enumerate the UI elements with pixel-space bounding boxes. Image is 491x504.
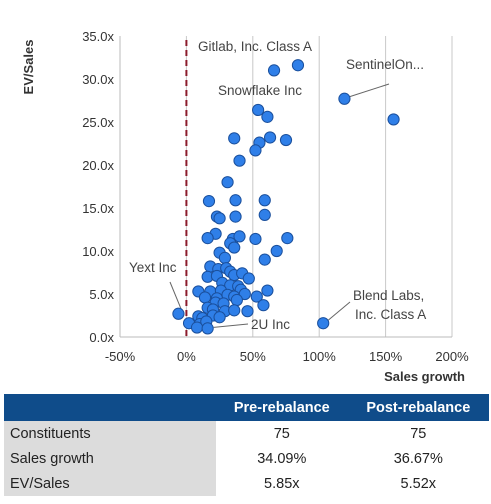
- data-point: [241, 305, 254, 318]
- annotation-label: Gitlab, Inc. Class A: [198, 39, 312, 54]
- data-point: [228, 241, 241, 254]
- data-point: [221, 176, 234, 189]
- row-label-ev-sales: EV/Sales: [4, 471, 216, 496]
- scatter-chart: 0.0x 5.0x 10.0x 15.0x 20.0x 25.0x 30.0x 35.0x -5…: [21, 29, 469, 384]
- y-tick-label: 25.0x: [82, 115, 114, 130]
- annotation-label: 2U Inc: [251, 317, 290, 332]
- x-tick-label: 150%: [369, 349, 403, 364]
- data-point: [387, 113, 400, 126]
- data-point: [281, 232, 294, 245]
- data-point: [250, 290, 263, 303]
- annotation-labels: Gitlab, Inc. Class A SentinelOn... Snowfla…: [129, 39, 426, 332]
- y-tick-label: 20.0x: [82, 158, 114, 173]
- data-point: [201, 232, 214, 245]
- annotation-leaders: [169, 83, 390, 328]
- y-tick-label: 10.0x: [82, 244, 114, 259]
- data-point: [233, 154, 246, 167]
- data-point: [279, 133, 293, 147]
- data-point: [229, 194, 242, 207]
- annotation-label: Snowflake Inc: [218, 83, 302, 98]
- annotation-leader-line: [327, 301, 351, 321]
- cell-post-ev-sales: 5.52x: [347, 471, 489, 496]
- y-tick-label: 0.0x: [89, 330, 114, 345]
- cell-post-sales-growth: 36.67%: [347, 446, 489, 471]
- annotation-label: SentinelOn...: [346, 57, 424, 72]
- data-point: [258, 208, 271, 221]
- y-tick-label: 5.0x: [89, 287, 114, 302]
- cell-post-constituents: 75: [347, 421, 489, 446]
- axes: 0.0x 5.0x 10.0x 15.0x 20.0x 25.0x 30.0x 35.0x -5…: [82, 29, 469, 364]
- data-point: [242, 272, 255, 285]
- data-point: [258, 253, 271, 266]
- table-header-blank: [4, 394, 216, 421]
- table-row: Constituents 75 75: [4, 421, 489, 446]
- data-point: [261, 284, 274, 297]
- table-header-row: Pre-rebalance Post-rebalance: [4, 394, 489, 421]
- x-tick-label: 50%: [240, 349, 266, 364]
- data-point: [201, 322, 214, 335]
- data-point: [270, 244, 283, 258]
- data-point: [233, 230, 246, 243]
- x-tick-label: 200%: [435, 349, 469, 364]
- data-point: [218, 251, 232, 264]
- table-header-pre: Pre-rebalance: [216, 394, 348, 421]
- annotation-label: Inc. Class A: [355, 307, 426, 322]
- data-point: [229, 210, 242, 223]
- grid-lines: [185, 36, 453, 337]
- annotation-label: Yext Inc: [129, 260, 177, 275]
- cell-pre-ev-sales: 5.85x: [216, 471, 348, 496]
- data-point: [228, 132, 241, 145]
- data-points: [172, 59, 400, 335]
- data-point: [228, 304, 241, 317]
- annotation-leader-line: [349, 83, 390, 98]
- table-header-post: Post-rebalance: [347, 394, 489, 421]
- y-tick-label: 30.0x: [82, 72, 114, 87]
- x-tick-label: -50%: [105, 349, 136, 364]
- data-point: [172, 307, 185, 320]
- data-point: [213, 311, 226, 324]
- y-tick-label: 15.0x: [82, 201, 114, 216]
- x-axis-title: Sales growth: [384, 369, 465, 384]
- data-point: [190, 321, 204, 334]
- cell-pre-constituents: 75: [216, 421, 348, 446]
- row-label-sales-growth: Sales growth: [4, 446, 216, 471]
- data-point: [317, 317, 330, 330]
- rebalance-stats-table: Pre-rebalance Post-rebalance Constituent…: [4, 394, 489, 496]
- data-point: [267, 64, 281, 77]
- table-row: EV/Sales 5.85x 5.52x: [4, 471, 489, 496]
- data-point: [249, 144, 262, 157]
- y-axis-title: EV/Sales: [21, 40, 36, 95]
- row-label-constituents: Constituents: [4, 421, 216, 446]
- annotation-leader-line: [213, 323, 249, 328]
- data-point: [291, 59, 305, 72]
- y-tick-label: 35.0x: [82, 29, 114, 44]
- data-point: [252, 103, 265, 117]
- x-tick-label: 0%: [177, 349, 196, 364]
- annotation-label: Blend Labs,: [353, 288, 424, 303]
- data-point: [249, 232, 262, 246]
- data-point: [230, 293, 243, 307]
- data-point: [263, 131, 277, 144]
- cell-pre-sales-growth: 34.09%: [216, 446, 348, 471]
- data-point: [213, 212, 226, 225]
- x-tick-label: 100%: [303, 349, 337, 364]
- data-point: [202, 195, 216, 208]
- data-point: [338, 92, 351, 105]
- annotation-leader-line: [169, 281, 182, 310]
- data-point: [258, 194, 271, 207]
- table-row: Sales growth 34.09% 36.67%: [4, 446, 489, 471]
- data-point: [261, 110, 274, 123]
- data-point: [257, 299, 270, 312]
- data-point: [198, 291, 212, 304]
